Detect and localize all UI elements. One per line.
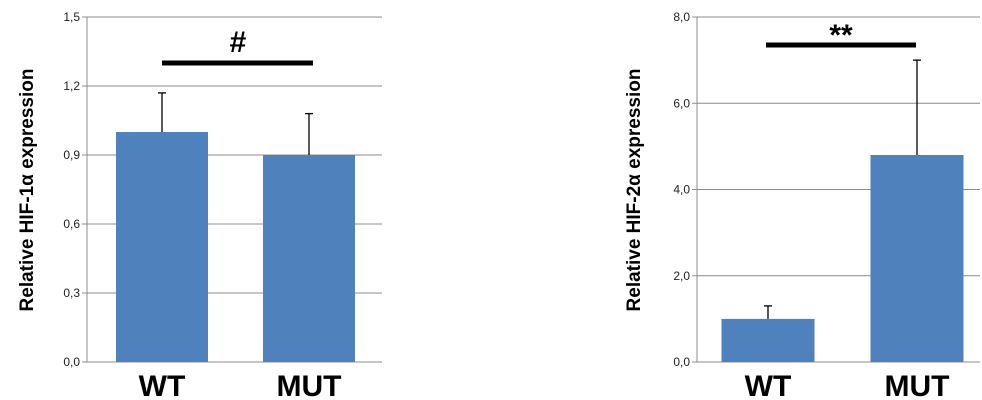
- chart-hif2a: Relative HIF-2α expression ** 0,02,04,06…: [624, 10, 980, 400]
- y-axis-label: Relative HIF-1α expression: [17, 69, 38, 312]
- y-tick-label: 0,9: [63, 148, 80, 162]
- bar-mut: [870, 155, 964, 362]
- chart-hif1a: Relative HIF-1α expression # 0,0 0,3 0,6 0,…: [17, 10, 382, 400]
- x-tick-label: WT: [139, 370, 186, 400]
- y-tick-label: 0,6: [63, 217, 80, 231]
- bar-mut: [263, 155, 355, 362]
- y-tick-label: 6,0: [673, 96, 690, 110]
- y-tick-label: 0,0: [63, 355, 80, 369]
- x-tick-label: WT: [745, 370, 792, 400]
- y-tick-label: 1,2: [63, 79, 80, 93]
- bar-wt: [721, 318, 815, 362]
- y-tick-label: 4,0: [673, 183, 690, 197]
- y-tick-label: 1,5: [63, 10, 80, 24]
- y-tick-label: 8,0: [673, 10, 690, 24]
- y-tick-label: 2,0: [673, 269, 690, 283]
- y-axis-label: Relative HIF-2α expression: [624, 69, 645, 312]
- bar-wt: [116, 132, 208, 362]
- x-tick-label: MUT: [277, 370, 342, 400]
- x-tick-label: MUT: [885, 370, 950, 400]
- y-tick-label: 0,0: [673, 355, 690, 369]
- significance-label: #: [230, 26, 247, 59]
- y-tick-label: 0,3: [63, 286, 80, 300]
